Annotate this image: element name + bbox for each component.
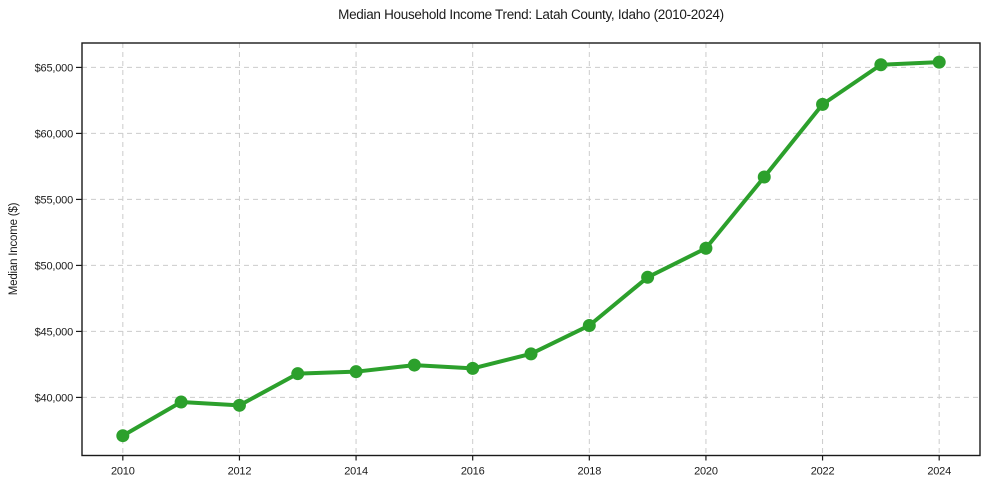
- data-point-marker: [232, 398, 246, 412]
- x-tick-label: 2020: [694, 466, 718, 478]
- y-tick-label: $45,000: [35, 326, 73, 338]
- data-point-marker: [874, 58, 888, 72]
- x-tick-label: 2018: [577, 466, 601, 478]
- data-point-marker: [116, 429, 130, 443]
- x-tick-label: 2014: [344, 466, 368, 478]
- data-point-marker: [582, 318, 596, 332]
- data-point-marker: [349, 365, 363, 379]
- data-point-marker: [407, 358, 421, 372]
- data-point-marker: [641, 270, 655, 284]
- y-tick-label: $40,000: [35, 392, 73, 404]
- data-point-marker: [174, 395, 188, 409]
- data-point-marker: [699, 241, 713, 255]
- data-point-marker: [932, 55, 946, 69]
- plot-border: [81, 42, 981, 457]
- x-tick-label: 2016: [461, 466, 485, 478]
- x-tick-label: 2024: [927, 466, 951, 478]
- x-tick-label: 2010: [111, 466, 135, 478]
- y-tick-label: $50,000: [35, 260, 73, 272]
- y-tick-label: $60,000: [35, 128, 73, 140]
- data-point-marker: [524, 347, 538, 361]
- x-tick-label: 2012: [228, 466, 252, 478]
- data-point-marker: [757, 170, 771, 184]
- income-trend-line: [120, 60, 942, 438]
- y-tick-label: $55,000: [35, 194, 73, 206]
- x-tick-label: 2022: [811, 466, 835, 478]
- y-tick-label: $65,000: [35, 62, 73, 74]
- chart-title: Median Household Income Trend: Latah Cou…: [338, 7, 724, 22]
- data-point-marker: [466, 361, 480, 375]
- data-point-marker: [816, 97, 830, 111]
- data-point-marker: [291, 367, 305, 381]
